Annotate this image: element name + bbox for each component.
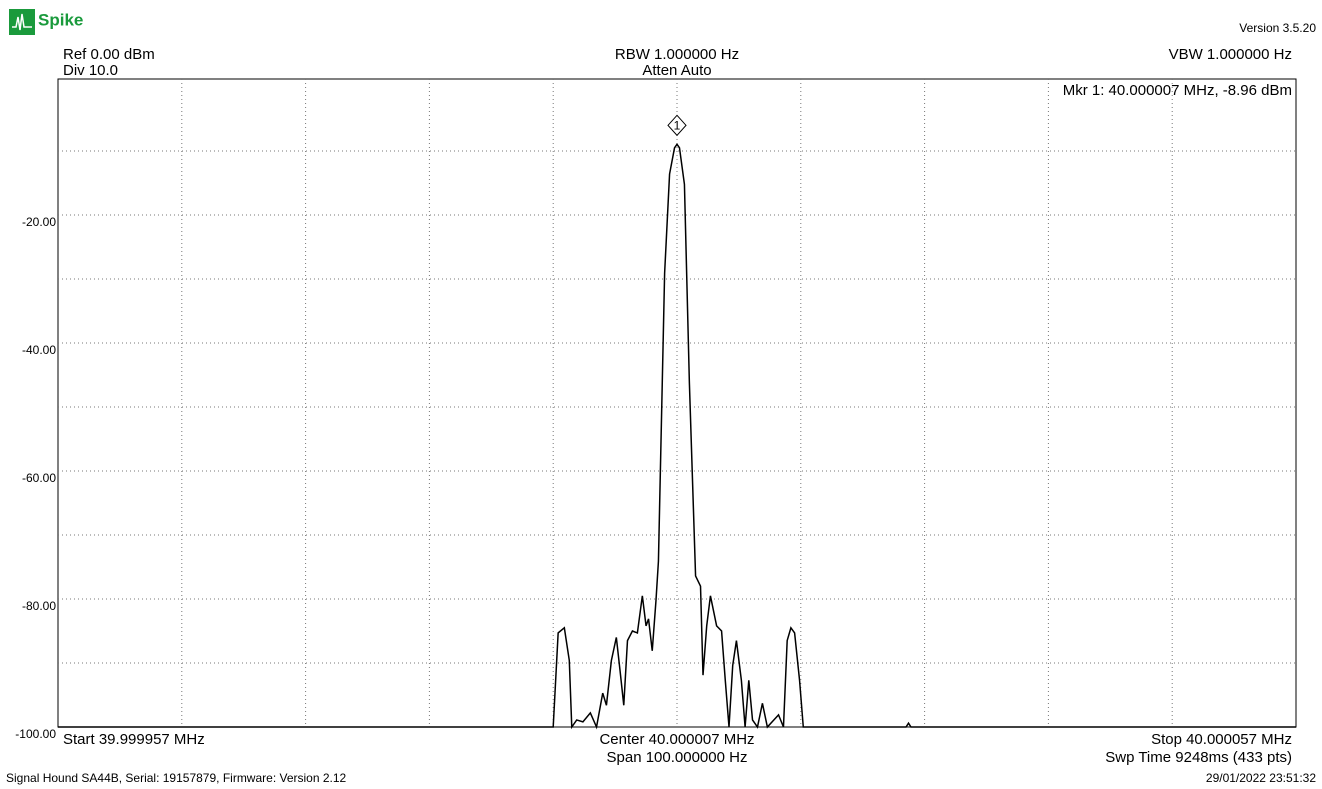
plot-area: -20.00 -40.00 -60.00 -80.00 -100.00 1 — [15, 78, 1297, 741]
logo-text: Spike — [38, 10, 83, 29]
device-info: Signal Hound SA44B, Serial: 19157879, Fi… — [6, 771, 347, 785]
trace — [58, 143, 1296, 730]
stop-freq: Stop 40.000057 MHz — [1151, 731, 1292, 748]
y-tick-label: -40.00 — [22, 343, 56, 357]
y-tick-label: -60.00 — [22, 471, 56, 485]
span: Span 100.000000 Hz — [607, 749, 748, 766]
marker-readout: Mkr 1: 40.000007 MHz, -8.96 dBm — [1063, 82, 1292, 99]
y-tick-label: -80.00 — [22, 599, 56, 613]
center-freq: Center 40.000007 MHz — [599, 731, 754, 748]
ref-level: Ref 0.00 dBm — [63, 46, 155, 63]
version: Version 3.5.20 — [1239, 21, 1316, 35]
rbw: RBW 1.000000 Hz — [615, 46, 739, 63]
timestamp: 29/01/2022 23:51:32 — [1206, 771, 1316, 785]
y-tick-label: -100.00 — [15, 727, 56, 741]
marker-label: 1 — [674, 119, 681, 133]
div: Div 10.0 — [63, 62, 118, 79]
atten: Atten Auto — [642, 62, 711, 79]
logo-icon — [9, 9, 35, 35]
marker-diamond — [667, 114, 687, 137]
sweep-time: Swp Time 9248ms (433 pts) — [1105, 749, 1292, 766]
start-freq: Start 39.999957 MHz — [63, 731, 205, 748]
logo-wave — [12, 13, 32, 31]
vbw: VBW 1.000000 Hz — [1169, 46, 1292, 63]
y-tick-label: -20.00 — [22, 215, 56, 229]
